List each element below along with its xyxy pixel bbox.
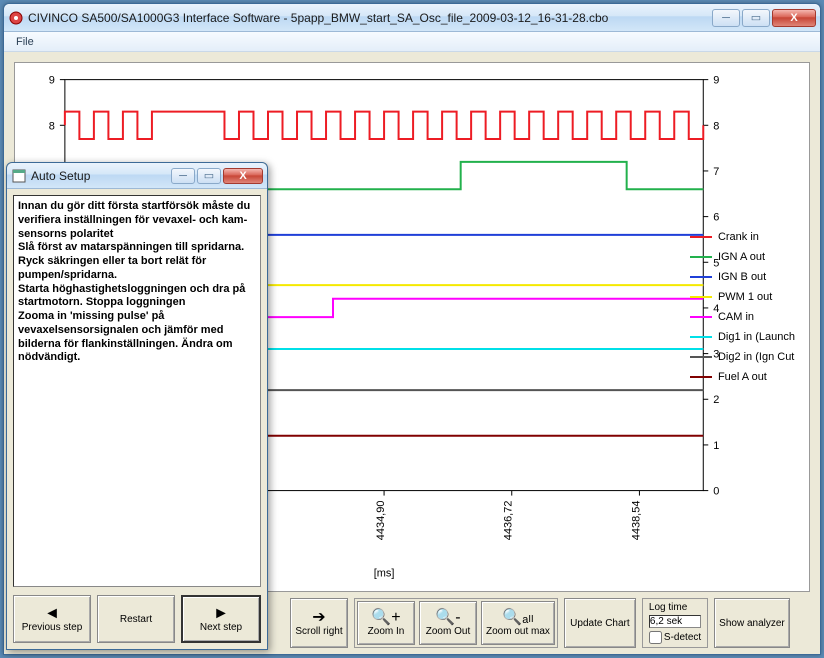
- legend-swatch: [690, 336, 712, 338]
- log-time-box: Log time S-detect: [642, 598, 708, 648]
- svg-text:6: 6: [713, 212, 719, 224]
- log-time-label: Log time: [649, 602, 701, 613]
- zoom-group: 🔍+ Zoom In 🔍- Zoom Out 🔍ₐₗₗ Zoom out max: [354, 598, 558, 648]
- restart-button[interactable]: Restart: [97, 595, 175, 643]
- window-controls: ─ ▭ X: [712, 9, 816, 27]
- zoom-in-icon: 🔍+: [371, 610, 400, 626]
- legend-label: IGN A out: [718, 251, 765, 263]
- dialog-minimize-button[interactable]: ─: [171, 168, 195, 184]
- dialog-close-button[interactable]: X: [223, 168, 263, 184]
- previous-step-button[interactable]: ◄ Previous step: [13, 595, 91, 643]
- s-detect-checkbox-label[interactable]: S-detect: [649, 631, 701, 644]
- log-time-input[interactable]: [649, 615, 701, 628]
- svg-text:[ms]: [ms]: [374, 567, 395, 579]
- previous-step-label: Previous step: [22, 622, 83, 633]
- svg-text:8: 8: [49, 120, 55, 132]
- zoom-out-label: Zoom Out: [426, 626, 470, 637]
- legend-item: CAM in: [690, 309, 795, 325]
- zoom-out-icon: 🔍-: [435, 610, 460, 626]
- arrow-right-icon: ➔: [312, 610, 325, 626]
- dialog-titlebar[interactable]: Auto Setup ─ ▭ X: [7, 163, 267, 189]
- legend-label: CAM in: [718, 311, 754, 323]
- svg-text:4436,72: 4436,72: [503, 501, 515, 541]
- zoom-out-button[interactable]: 🔍- Zoom Out: [419, 601, 477, 645]
- dialog-window-controls: ─ ▭ X: [171, 168, 263, 184]
- show-analyzer-button[interactable]: Show analyzer: [714, 598, 790, 648]
- next-step-label: Next step: [200, 622, 242, 633]
- main-titlebar[interactable]: CIVINCO SA500/SA1000G3 Interface Softwar…: [4, 4, 820, 32]
- update-chart-label: Update Chart: [570, 618, 629, 629]
- legend-item: Crank in: [690, 229, 795, 245]
- svg-text:9: 9: [713, 75, 719, 87]
- arrow-right-icon: ►: [213, 606, 229, 622]
- dialog-maximize-button[interactable]: ▭: [197, 168, 221, 184]
- legend-item: Dig1 in (Launch: [690, 329, 795, 345]
- dialog-title: Auto Setup: [31, 169, 171, 183]
- svg-text:7: 7: [713, 166, 719, 178]
- main-title: CIVINCO SA500/SA1000G3 Interface Softwar…: [28, 11, 712, 25]
- svg-text:0: 0: [713, 486, 719, 498]
- menubar: File: [4, 32, 820, 52]
- scroll-right-button[interactable]: ➔ Scroll right: [290, 598, 348, 648]
- s-detect-text: S-detect: [664, 632, 701, 643]
- auto-setup-dialog[interactable]: Auto Setup ─ ▭ X Innan du gör ditt först…: [6, 162, 268, 650]
- svg-text:9: 9: [49, 75, 55, 87]
- svg-text:2: 2: [713, 394, 719, 406]
- maximize-button[interactable]: ▭: [742, 9, 770, 27]
- svg-text:1: 1: [713, 440, 719, 452]
- chart-legend: Crank in IGN A out IGN B out PWM 1 out CAM i…: [690, 229, 795, 389]
- legend-label: Fuel A out: [718, 371, 767, 383]
- legend-swatch: [690, 356, 712, 358]
- scroll-right-label: Scroll right: [295, 626, 342, 637]
- legend-swatch: [690, 256, 712, 258]
- app-icon: [8, 10, 24, 26]
- s-detect-checkbox[interactable]: [649, 631, 662, 644]
- zoom-in-label: Zoom In: [368, 626, 405, 637]
- update-chart-button[interactable]: Update Chart: [564, 598, 636, 648]
- zoom-all-icon: 🔍ₐₗₗ: [502, 610, 533, 626]
- svg-text:8: 8: [713, 120, 719, 132]
- legend-swatch: [690, 316, 712, 318]
- arrow-left-icon: ◄: [44, 606, 60, 622]
- legend-label: PWM 1 out: [718, 291, 772, 303]
- legend-label: IGN B out: [718, 271, 766, 283]
- legend-item: IGN B out: [690, 269, 795, 285]
- legend-item: Fuel A out: [690, 369, 795, 385]
- legend-item: IGN A out: [690, 249, 795, 265]
- legend-swatch: [690, 296, 712, 298]
- dialog-icon: [11, 168, 27, 184]
- dialog-instruction-text[interactable]: Innan du gör ditt första startförsök mås…: [13, 195, 261, 587]
- dialog-buttons: ◄ Previous step Restart ► Next step: [13, 595, 261, 643]
- restart-label: Restart: [120, 614, 152, 625]
- show-analyzer-label: Show analyzer: [719, 618, 785, 629]
- legend-label: Dig1 in (Launch: [718, 331, 795, 343]
- minimize-button[interactable]: ─: [712, 9, 740, 27]
- legend-swatch: [690, 376, 712, 378]
- menu-file[interactable]: File: [10, 34, 40, 50]
- legend-label: Crank in: [718, 231, 759, 243]
- zoom-in-button[interactable]: 🔍+ Zoom In: [357, 601, 415, 645]
- zoom-out-max-label: Zoom out max: [486, 626, 550, 637]
- legend-swatch: [690, 236, 712, 238]
- dialog-body: Innan du gör ditt första startförsök mås…: [7, 189, 267, 649]
- svg-text:4434,90: 4434,90: [375, 501, 387, 541]
- legend-item: PWM 1 out: [690, 289, 795, 305]
- svg-text:4438,54: 4438,54: [630, 501, 642, 541]
- legend-label: Dig2 in (Ign Cut: [718, 351, 794, 363]
- legend-swatch: [690, 276, 712, 278]
- next-step-button[interactable]: ► Next step: [181, 595, 261, 643]
- zoom-out-max-button[interactable]: 🔍ₐₗₗ Zoom out max: [481, 601, 555, 645]
- legend-item: Dig2 in (Ign Cut: [690, 349, 795, 365]
- close-button[interactable]: X: [772, 9, 816, 27]
